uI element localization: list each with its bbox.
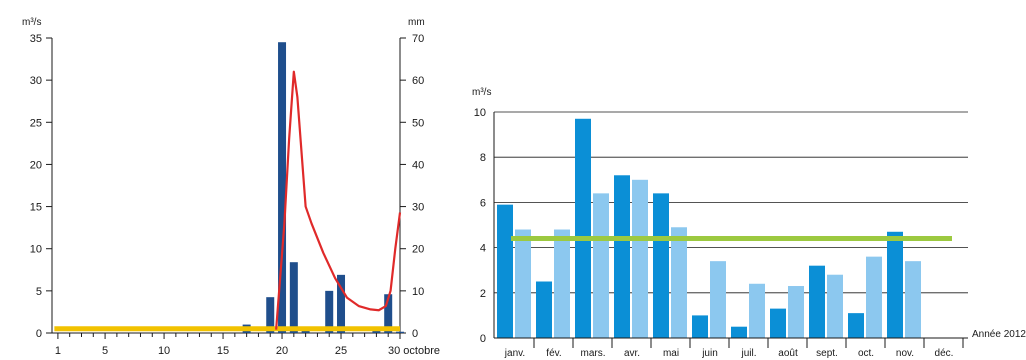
month-label: oct. <box>858 348 874 359</box>
monthly-bar-dark <box>770 308 786 338</box>
rainfall-bar <box>266 297 275 333</box>
month-label: fév. <box>546 348 561 359</box>
day-tick-label: 15 <box>217 345 229 357</box>
right-tick-label: 50 <box>412 117 424 129</box>
monthly-bar-light <box>515 229 531 338</box>
monthly-tick-label: 8 <box>480 152 486 164</box>
left-tick-label: 0 <box>36 328 42 340</box>
right-tick-label: 70 <box>412 33 424 45</box>
monthly-bar-dark <box>692 315 708 338</box>
rainfall-bar <box>289 262 298 333</box>
discharge-line <box>275 70 402 330</box>
monthly-bar-dark <box>731 326 747 338</box>
year-annotation: Année 2012 <box>972 329 1026 340</box>
month-label: juil. <box>740 348 756 359</box>
month-label: août <box>778 348 798 359</box>
left-tick-label: 10 <box>30 244 42 256</box>
monthly-bar-light <box>632 179 648 338</box>
monthly-bar-dark <box>614 175 630 338</box>
monthly-bar-light <box>593 193 609 338</box>
rainfall-bar <box>325 290 334 333</box>
monthly-bar-light <box>905 261 921 338</box>
monthly-bar-light <box>749 283 765 338</box>
month-label: nov. <box>896 348 914 359</box>
day-tick-label: 5 <box>102 345 108 357</box>
day-tick-label: 1 <box>55 345 61 357</box>
right-tick-label: 30 <box>412 202 424 214</box>
monthly-tick-label: 2 <box>480 288 486 300</box>
left-tick-label: 5 <box>36 286 42 298</box>
right-tick-label: 60 <box>412 75 424 87</box>
monthly-bar-light <box>671 227 687 338</box>
x-axis-end-label: 30 octobre <box>388 345 440 357</box>
right-tick-label: 20 <box>412 244 424 256</box>
rainfall-bar <box>278 42 287 333</box>
discharge-lines <box>54 70 402 332</box>
month-label: juin <box>701 348 718 359</box>
monthly-bar-light <box>866 256 882 338</box>
right-axis-unit: mm <box>408 17 425 28</box>
monthly-bar-dark <box>536 281 552 338</box>
left-tick-label: 25 <box>30 117 42 129</box>
month-label: déc. <box>935 348 954 359</box>
right-tick-label: 10 <box>412 286 424 298</box>
rainfall-bar <box>337 274 346 333</box>
monthly-chart: m³/s 0 2 4 6 8 10 janv. fév. mars. avr. mai juin ju… <box>472 87 1026 359</box>
monthly-tick-label: 10 <box>474 107 486 119</box>
monthly-bar-dark <box>497 204 513 338</box>
monthly-bar-light <box>710 261 726 338</box>
monthly-bar-light <box>788 286 804 338</box>
monthly-bar-dark <box>575 118 591 338</box>
left-tick-label: 20 <box>30 159 42 171</box>
monthly-bar-light <box>554 229 570 338</box>
monthly-tick-label: 0 <box>480 333 486 345</box>
day-tick-label: 20 <box>276 345 288 357</box>
monthly-tick-label: 6 <box>480 197 486 209</box>
left-tick-label: 15 <box>30 202 42 214</box>
month-label: janv. <box>504 348 525 359</box>
right-tick-label: 40 <box>412 159 424 171</box>
rainfall-bar <box>396 331 404 333</box>
monthly-bar-dark <box>809 265 825 338</box>
rainfall-bars <box>242 42 404 333</box>
day-tick-label: 25 <box>335 345 347 357</box>
monthly-tick-label: 4 <box>480 243 486 255</box>
month-label: sept. <box>816 348 838 359</box>
left-axis-unit: m³/s <box>22 17 41 28</box>
monthly-chart-axes: janv. fév. mars. avr. mai juin juil. août sept. o… <box>493 112 968 359</box>
monthly-bars <box>497 118 952 338</box>
month-label: mai <box>663 348 679 359</box>
monthly-axis-unit: m³/s <box>472 87 491 98</box>
rainfall-bar <box>384 294 393 333</box>
monthly-bar-dark <box>653 193 669 338</box>
day-tick-label: 10 <box>158 345 170 357</box>
month-label: mars. <box>581 348 606 359</box>
left-tick-label: 30 <box>30 75 42 87</box>
monthly-bar-dark <box>887 231 903 338</box>
monthly-bar-light <box>827 274 843 338</box>
monthly-bar-dark <box>848 313 864 338</box>
left-tick-label: 35 <box>30 33 42 45</box>
right-tick-label: 0 <box>412 328 418 340</box>
month-label: avr. <box>624 348 640 359</box>
